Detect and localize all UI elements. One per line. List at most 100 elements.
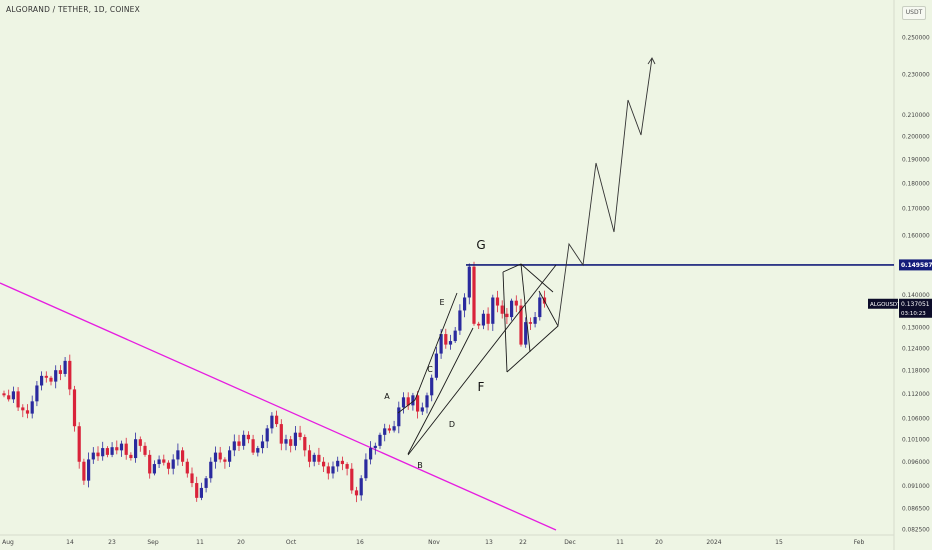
candle-body [467, 266, 471, 298]
candle-body [72, 389, 77, 427]
price-tick-label: 0.082500 [902, 528, 930, 534]
time-tick-label: 16 [356, 539, 364, 546]
currency-unit-button[interactable]: USDT [902, 6, 926, 20]
time-tick-label: 14 [66, 539, 74, 546]
candle-body [289, 439, 293, 446]
price-tick-label: 0.210000 [902, 113, 930, 119]
candle-body [246, 434, 250, 440]
candle-body [237, 441, 241, 446]
candle-body [383, 428, 387, 435]
candle-body [228, 450, 232, 462]
candle-body [340, 460, 344, 465]
price-tick-label: 0.118000 [902, 369, 930, 375]
price-tick-label: 0.180000 [902, 181, 930, 187]
candle-body [91, 452, 95, 460]
candle-body [223, 459, 227, 462]
candle-body [157, 459, 161, 465]
candle-body [369, 448, 373, 460]
candle-body [242, 434, 246, 446]
candle-body [514, 300, 518, 306]
price-tick-label: 0.200000 [902, 135, 930, 141]
candle-body [477, 323, 481, 326]
candle-body [181, 450, 185, 462]
candle-body [54, 370, 58, 382]
price-tick-label: 0.190000 [902, 157, 930, 163]
candle-body [190, 473, 194, 484]
flag-lower-line [506, 290, 559, 373]
candle-body [218, 452, 222, 460]
candle-body [472, 266, 476, 324]
time-tick-label: Oct [286, 539, 297, 546]
candle-body [275, 415, 279, 425]
candle-body [500, 305, 504, 314]
candle-body [491, 297, 495, 324]
candle-body [298, 432, 302, 438]
candle-body [416, 395, 420, 412]
candle-body [538, 297, 542, 318]
candle-body [129, 454, 133, 459]
pattern-label-f: F [478, 380, 485, 394]
candle-body [486, 313, 490, 324]
time-tick-label: 11 [616, 539, 624, 546]
pattern-label-b: B [417, 461, 423, 470]
candle-body [270, 415, 274, 429]
candle-body [420, 407, 424, 412]
countdown-label: 03:10:23 [901, 311, 926, 317]
candle-body [7, 395, 11, 400]
candle-body [303, 437, 307, 451]
candle-body [458, 310, 462, 331]
candle-body [448, 341, 453, 345]
price-tick-label: 0.250000 [902, 36, 930, 42]
candle-body [510, 300, 514, 318]
candle-body [148, 454, 152, 474]
time-tick-label: 23 [108, 539, 116, 546]
candle-body [524, 322, 528, 345]
projection-arrowhead [647, 57, 656, 65]
candle-body [411, 395, 415, 406]
candle-body [96, 452, 100, 457]
candle-body [317, 454, 321, 462]
symbol-tag [868, 298, 898, 309]
candle-body [387, 428, 391, 431]
candle-body [11, 391, 15, 400]
resistance-price-tag [899, 259, 932, 271]
candle-body [87, 459, 91, 481]
candle-body [251, 439, 255, 453]
candle-body [397, 407, 401, 427]
candle-body [401, 397, 406, 408]
price-tick-label: 0.106000 [902, 416, 930, 422]
candle-body [260, 441, 265, 449]
price-tick-label: 0.124000 [902, 347, 930, 353]
candle-body [68, 360, 72, 390]
price-tick-label: 0.140000 [902, 293, 930, 299]
candle-body [152, 464, 156, 474]
time-tick-label: 20 [237, 539, 245, 546]
candle-body [44, 375, 48, 378]
candle-body [256, 448, 260, 453]
pattern-label-e: E [439, 298, 444, 307]
candle-body [30, 401, 34, 414]
price-tick-label: 0.086500 [902, 506, 930, 512]
candle-body [2, 393, 6, 396]
candle-body [359, 478, 363, 496]
candle-body [213, 452, 218, 462]
candle-body [35, 385, 39, 402]
symbol-label: ALGOUSDT [870, 302, 901, 308]
price-tick-label: 0.230000 [902, 73, 930, 79]
candle-body [82, 461, 86, 481]
pattern-label-a: A [384, 392, 390, 401]
time-tick-label: 15 [775, 539, 783, 546]
price-tick-label: 0.112000 [902, 392, 930, 398]
candle-body [326, 466, 330, 474]
wedge-lower-line [407, 327, 474, 455]
wedge-upper-line [397, 292, 458, 414]
candle-body [166, 462, 171, 469]
candle-body [453, 330, 457, 342]
candle-body [195, 483, 199, 498]
candle-body [21, 407, 25, 411]
time-tick-label: Dec [564, 539, 576, 546]
candle-body [232, 441, 236, 451]
candle-body [119, 443, 124, 451]
candle-body [406, 397, 410, 406]
